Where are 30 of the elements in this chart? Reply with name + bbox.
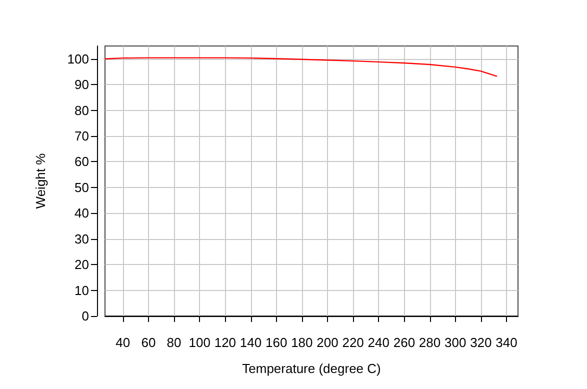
x-tick-label: 220 [342, 335, 364, 350]
y-tick-label: 90 [74, 77, 89, 92]
y-tick-label: 10 [74, 282, 89, 298]
x-tick-label: 180 [291, 335, 313, 350]
x-tick-label: 40 [116, 335, 130, 350]
x-tick-label: 140 [240, 335, 262, 350]
y-tick-label: 60 [74, 154, 89, 170]
x-tick-label: 260 [393, 335, 416, 350]
y-tick-label: 70 [74, 128, 89, 144]
x-tick-label: 100 [188, 335, 210, 350]
x-tick-label: 200 [316, 335, 338, 350]
y-tick-label: 40 [74, 206, 89, 221]
y-tick-label: 20 [74, 257, 89, 272]
x-axis-title: Temperature (degree C) [242, 361, 381, 376]
x-tick-label: 320 [470, 335, 492, 350]
x-tick-label: 280 [418, 335, 441, 350]
x-tick-label: 80 [166, 335, 182, 350]
x-tick-label: 340 [496, 335, 518, 350]
y-axis-title: Weight % [33, 152, 48, 209]
y-tick-label: 100 [67, 51, 89, 66]
x-tick-label: 240 [368, 335, 390, 350]
x-tick-label: 120 [214, 335, 236, 350]
x-tick-label: 300 [444, 335, 466, 350]
y-tick-label: 0 [82, 308, 89, 324]
y-tick-label: 50 [74, 180, 89, 195]
x-tick-label: 160 [265, 335, 288, 350]
x-tick-label: 60 [141, 335, 156, 350]
y-tick-label: 80 [74, 102, 89, 118]
y-tick-label: 30 [74, 231, 89, 246]
line-series [104, 57, 498, 77]
